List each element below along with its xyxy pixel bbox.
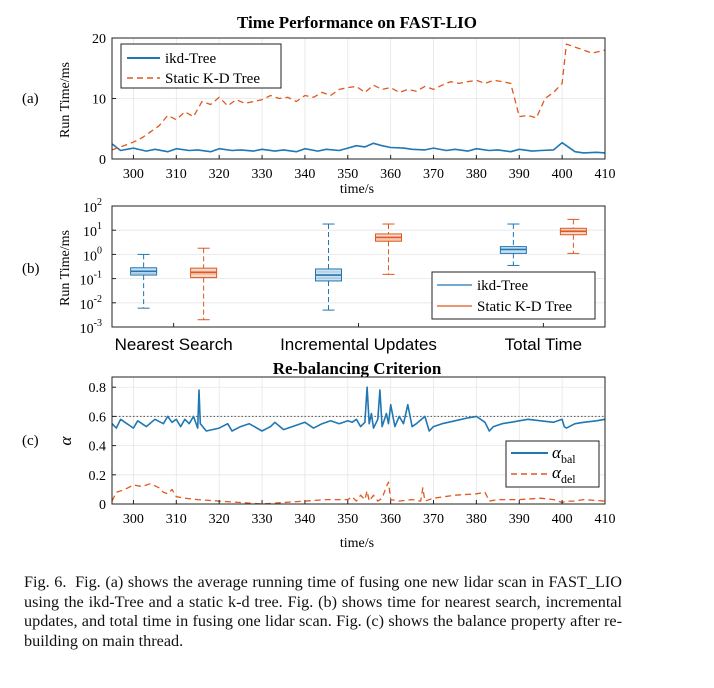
panel-a-label: (a) (22, 91, 39, 107)
x-tick-label: 330 (252, 167, 273, 182)
x-tick-label: 370 (423, 512, 444, 527)
y-tick-label: 100 (83, 245, 102, 264)
y-tick-label: 0.2 (89, 469, 107, 484)
x-tick-label: 360 (380, 167, 401, 182)
y-tick-label: 0.8 (89, 381, 107, 396)
legend-ikd-tree-label: ikd-Tree (165, 51, 216, 67)
y-tick-label: 10-1 (80, 270, 102, 289)
panel-a-legend: ikd-Tree Static K-D Tree (120, 43, 282, 89)
panel-b-label: (b) (22, 261, 40, 277)
y-tick-label: 101 (83, 221, 102, 240)
x-tick-label: 380 (466, 512, 487, 527)
x-tick-label: Nearest Search (115, 335, 233, 354)
panel-c-chart: Re-balancing Criterion (c) α 300 310 320 33… (22, 359, 616, 551)
y-tick-label: 20 (92, 32, 106, 47)
x-tick-label: 300 (123, 167, 144, 182)
series-line-static-k-d-tree (111, 43, 606, 151)
panel-a-ylabel: Run Time/ms (58, 62, 73, 138)
panel-a-xlabel: time/s (340, 182, 374, 197)
box-static-k-d-tree-0 (190, 247, 218, 321)
y-tick-label: 0.6 (89, 410, 107, 425)
box-static-k-d-tree-2 (559, 218, 587, 254)
legend-alpha-del-label: αdel (552, 463, 576, 486)
y-tick-label: 10 (92, 93, 106, 108)
y-tick-label: 0 (99, 498, 106, 513)
panel-c-axes-box (111, 376, 606, 505)
x-tick-label: 310 (166, 512, 187, 527)
x-tick-label: 350 (337, 512, 358, 527)
x-tick-label: 400 (552, 167, 573, 182)
series-line-α-bal (111, 386, 606, 432)
series-line-α-del (111, 481, 606, 505)
panel-b-ylabel: Run Time/ms (58, 230, 73, 306)
figure-caption: Fig. 6. Fig. (a) shows the average runni… (24, 573, 622, 651)
box-static-k-d-tree-1 (375, 223, 402, 275)
caption-text: Fig. (a) shows the average running time … (24, 573, 622, 650)
panel-c-xlabel: time/s (340, 536, 374, 551)
box-ikd-tree-1 (315, 223, 342, 311)
x-tick-label: 340 (294, 512, 315, 527)
y-tick-label: 0.4 (89, 440, 107, 455)
y-tick-exponent: -3 (94, 318, 102, 329)
box-ikd-tree-2 (499, 223, 527, 266)
x-tick-label: 360 (380, 512, 401, 527)
y-tick-exponent: 2 (97, 197, 102, 208)
x-tick-label: 400 (552, 512, 573, 527)
caption-lead: Fig. 6. (24, 573, 67, 591)
panel-a-title: Time Performance on FAST-LIO (237, 13, 477, 32)
x-tick-label: 410 (595, 167, 616, 182)
box-ikd-tree-0 (130, 253, 158, 309)
legend-static-kd-tree-label: Static K-D Tree (477, 299, 572, 315)
x-tick-label: 300 (123, 512, 144, 527)
y-tick-label: 10-3 (80, 318, 102, 337)
y-tick-exponent: 0 (97, 245, 102, 256)
x-tick-label: 380 (466, 167, 487, 182)
y-tick-label: 102 (83, 197, 102, 216)
x-tick-label: 310 (166, 167, 187, 182)
x-tick-label: 390 (509, 167, 530, 182)
y-tick-label: 10-2 (80, 294, 102, 313)
x-tick-label: 330 (252, 512, 273, 527)
panel-a-chart: Time Performance on FAST-LIO (a) Run Tim… (22, 13, 616, 197)
x-tick-label: 320 (209, 167, 230, 182)
y-tick-exponent: -2 (94, 294, 102, 305)
x-tick-label: 350 (337, 167, 358, 182)
x-tick-label: Incremental Updates (280, 335, 437, 354)
y-tick-label: 0 (99, 153, 106, 168)
panel-b-legend: ikd-Tree Static K-D Tree (431, 271, 596, 320)
y-tick-exponent: 1 (97, 221, 102, 232)
series-line-ikd-tree (111, 141, 606, 154)
legend-alpha-bal-label: αbal (552, 443, 576, 466)
panel-c-label: (c) (22, 433, 39, 449)
x-tick-label: 390 (509, 512, 530, 527)
panel-c-title: Re-balancing Criterion (273, 359, 442, 378)
legend-ikd-tree-label: ikd-Tree (477, 278, 528, 294)
panel-b-chart: (b) Run Time/ms 10210110010-110-210-3Nea… (22, 197, 606, 354)
x-tick-label: 340 (294, 167, 315, 182)
y-tick-exponent: -1 (94, 270, 102, 281)
legend-static-kd-tree-label: Static K-D Tree (165, 71, 260, 87)
x-tick-label: 370 (423, 167, 444, 182)
x-tick-label: 410 (595, 512, 616, 527)
x-tick-label: 320 (209, 512, 230, 527)
x-tick-label: Total Time (505, 335, 582, 354)
figure-canvas: Time Performance on FAST-LIO (a) Run Tim… (22, 13, 616, 551)
panel-c-legend: αbal αdel (505, 440, 600, 488)
panel-c-ylabel: α (56, 435, 75, 445)
